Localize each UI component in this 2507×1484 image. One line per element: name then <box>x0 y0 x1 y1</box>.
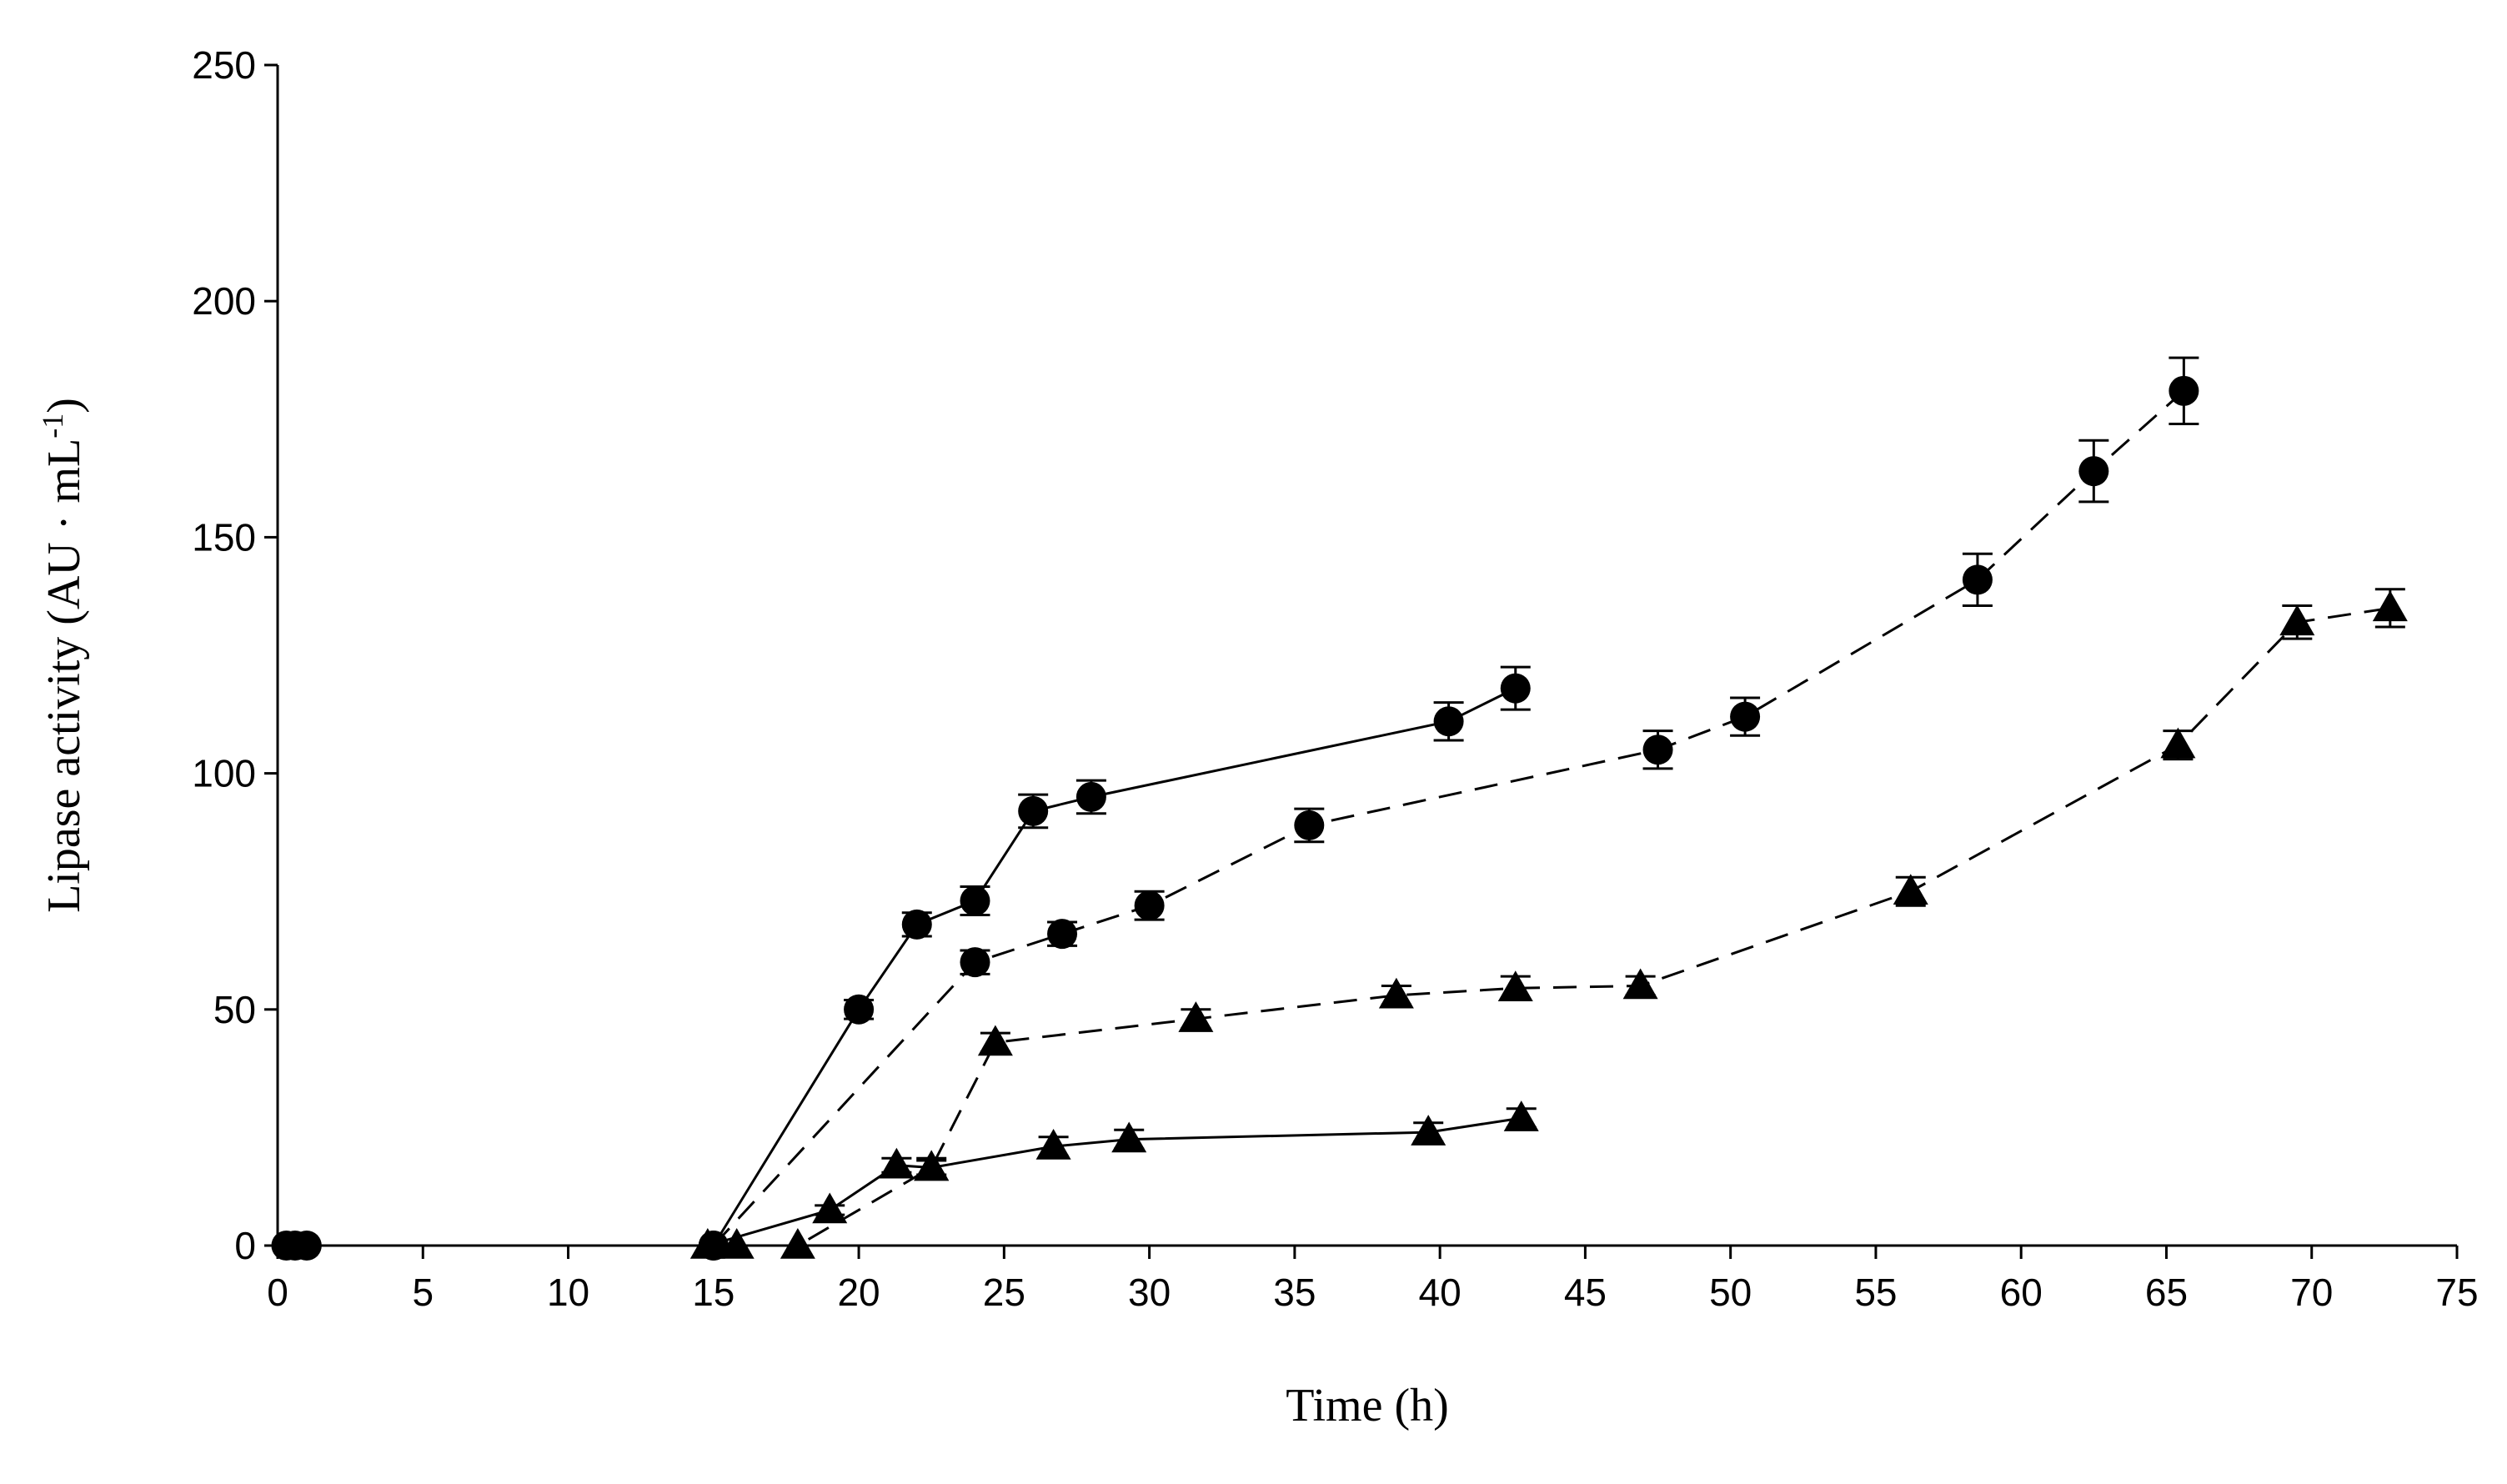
x-tick-label: 50 <box>1709 1271 1752 1314</box>
axes <box>276 65 2457 1247</box>
data-point <box>2169 375 2199 406</box>
data-point <box>1111 1121 1147 1153</box>
series-line <box>736 606 2391 1247</box>
x-tick-label: 40 <box>1419 1271 1462 1314</box>
data-point <box>914 1150 950 1181</box>
series-line <box>712 389 2185 1247</box>
data-point <box>1178 1001 1214 1032</box>
series-triangles-dashed <box>719 588 2408 1259</box>
x-tick-label: 45 <box>1564 1271 1607 1314</box>
x-tick-label: 20 <box>837 1271 880 1314</box>
x-tick-label: 70 <box>2290 1271 2333 1314</box>
data-point <box>812 1192 848 1224</box>
data-point <box>1497 970 1533 1002</box>
y-tick-label: 0 <box>234 1224 256 1267</box>
y-axis-title-superscript: -1 <box>36 414 69 439</box>
y-tick-label: 250 <box>192 43 256 87</box>
data-point <box>2160 727 2196 759</box>
data-point <box>1294 810 1325 840</box>
x-tick-label: 60 <box>2000 1271 2043 1314</box>
data-point <box>2372 590 2408 622</box>
x-tick-label: 15 <box>692 1271 735 1314</box>
x-tick-label: 5 <box>412 1271 434 1314</box>
x-tick-label: 30 <box>1128 1271 1171 1314</box>
data-point <box>960 947 990 978</box>
data-point <box>960 885 990 916</box>
data-point <box>1622 968 1658 1000</box>
data-point <box>291 1231 322 1261</box>
x-tick-label: 35 <box>1273 1271 1316 1314</box>
data-point <box>689 1228 725 1259</box>
data-point <box>2078 456 2109 487</box>
y-tick-label: 150 <box>192 515 256 559</box>
data-point <box>977 1025 1013 1056</box>
data-point <box>1411 1115 1447 1146</box>
x-axis-title: Time (h) <box>1286 1380 1449 1431</box>
x-tick-label: 65 <box>2145 1271 2188 1314</box>
y-tick-label: 100 <box>192 752 256 795</box>
series-group <box>271 356 2408 1261</box>
data-point <box>1047 919 1078 950</box>
series-line <box>707 1116 1522 1247</box>
data-point <box>1134 890 1165 921</box>
data-point <box>1378 977 1414 1009</box>
data-point <box>879 1147 915 1179</box>
data-point <box>719 1228 755 1259</box>
data-point <box>1500 673 1531 704</box>
data-point <box>901 909 932 940</box>
x-tick-label: 10 <box>547 1271 589 1314</box>
data-point <box>780 1228 815 1259</box>
data-point <box>1433 706 1464 737</box>
data-point <box>1018 795 1049 826</box>
data-point <box>1730 701 1761 732</box>
data-point <box>844 994 875 1025</box>
data-point <box>1076 781 1106 812</box>
data-point <box>1893 874 1928 905</box>
x-tick-label: 0 <box>267 1271 288 1314</box>
data-point <box>1642 734 1673 765</box>
y-axis-title-close: ) <box>38 398 90 414</box>
data-point <box>2279 604 2315 636</box>
y-axis-title: Lipase activity (AU · mL-1) <box>36 398 90 913</box>
y-tick-label: 200 <box>192 279 256 323</box>
data-point <box>1035 1129 1071 1160</box>
series-circles-dashed <box>698 356 2199 1261</box>
x-tick-label: 25 <box>983 1271 1025 1314</box>
data-point <box>1503 1100 1539 1131</box>
x-tick-label: 55 <box>1854 1271 1897 1314</box>
y-axis-title-main: Lipase activity (AU · mL <box>38 439 90 913</box>
ticks: 0 5 10 15 20 25 30 35 40 45 50 55 60 65 70 75 0 50 100 150 2… <box>192 43 2478 1314</box>
x-tick-label: 75 <box>2435 1271 2478 1314</box>
data-point <box>1962 564 1993 595</box>
y-tick-label: 50 <box>213 988 256 1031</box>
